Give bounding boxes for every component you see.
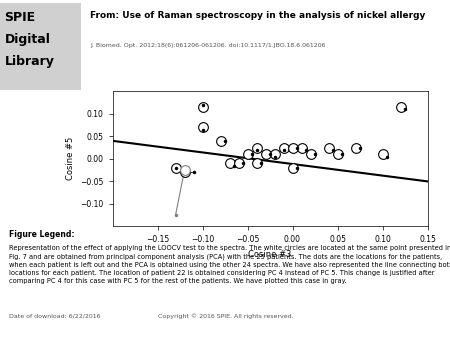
Text: Library: Library [4,55,54,68]
Text: Figure Legend:: Figure Legend: [9,230,75,239]
Text: Representation of the effect of applying the LOOCV test to the spectra. The whit: Representation of the effect of applying… [9,245,450,284]
X-axis label: Cosine #3: Cosine #3 [248,250,292,259]
Text: Copyright © 2016 SPIE. All rights reserved.: Copyright © 2016 SPIE. All rights reserv… [158,313,293,318]
Text: SPIE: SPIE [4,11,36,24]
Text: Date of download: 6/22/2016: Date of download: 6/22/2016 [9,313,100,318]
Text: From: Use of Raman spectroscopy in the analysis of nickel allergy: From: Use of Raman spectroscopy in the a… [90,11,425,20]
Y-axis label: Cosine #5: Cosine #5 [66,137,75,180]
Text: J. Biomed. Opt. 2012;18(6):061206-061206. doi:10.1117/1.JBO.18.6.061206: J. Biomed. Opt. 2012;18(6):061206-061206… [90,43,325,48]
FancyBboxPatch shape [0,3,81,90]
Text: Digital: Digital [4,33,50,46]
